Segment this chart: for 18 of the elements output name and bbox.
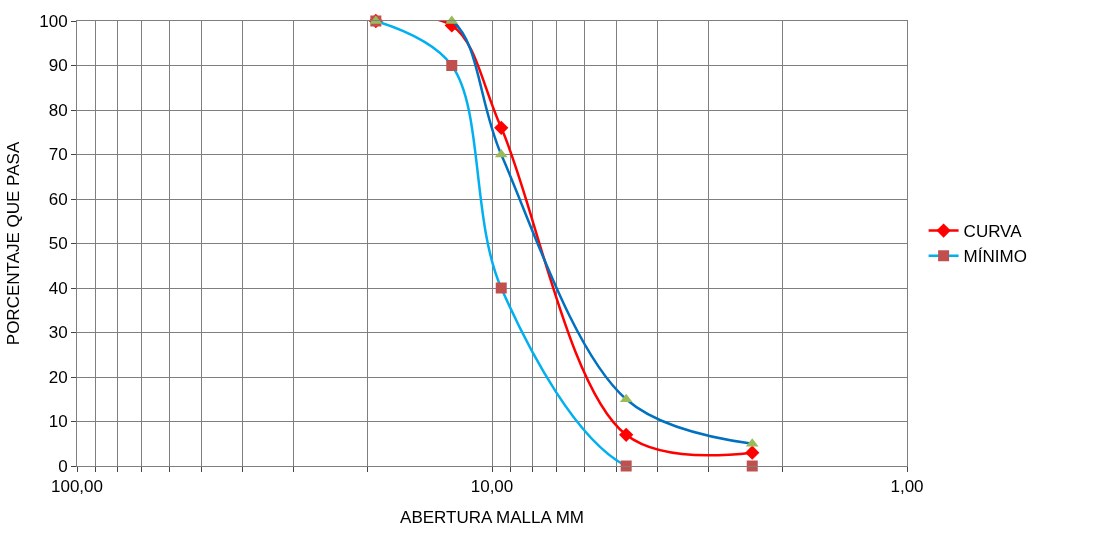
y-tick-label: 0 [58,456,68,476]
y-axis-title: PORCENTAJE QUE PASA [3,141,23,346]
y-tick-label: 80 [48,100,68,120]
x-tick-label: 100,00 [51,477,103,497]
x-tick-label: 1,00 [890,477,924,497]
y-tick-label: 30 [48,323,68,343]
legend-label: CURVA [963,222,1023,242]
y-tick-label: 100 [39,11,68,31]
y-tick-label: 90 [48,56,68,76]
y-tick-label: 10 [48,412,68,432]
legend-label: MÍNIMO [963,247,1027,267]
y-tick-label: 50 [48,234,68,254]
y-tick-label: 40 [48,278,68,298]
y-tick-label: 70 [48,145,68,165]
x-axis-title: ABERTURA MALLA MM [400,507,584,527]
y-tick-label: 20 [48,367,68,387]
x-tick-label: 10,00 [470,477,514,497]
y-tick-label: 60 [48,189,68,209]
